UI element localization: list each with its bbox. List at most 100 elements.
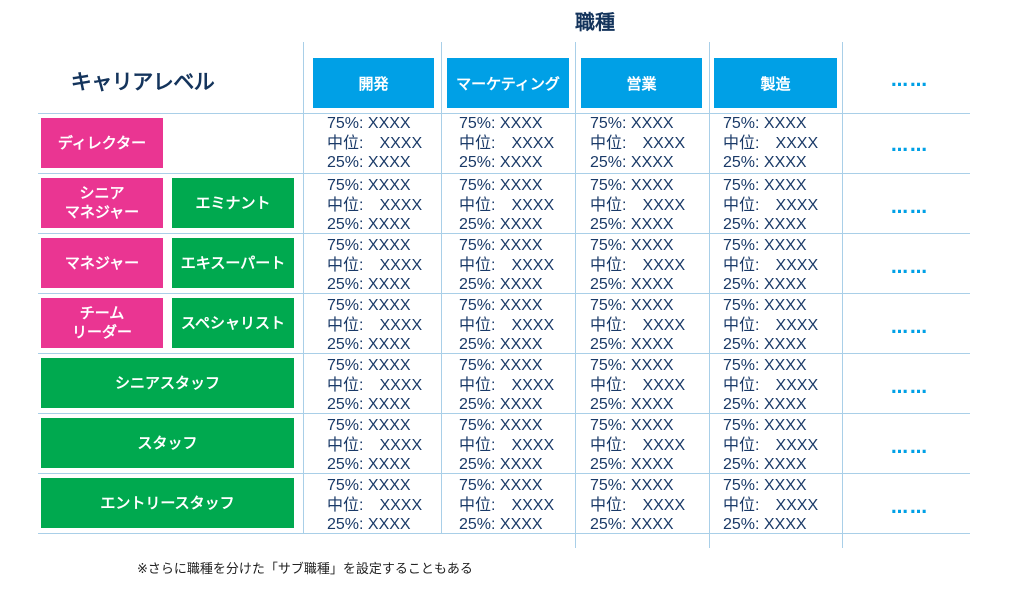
salary-median-line: 中位: XXXX [459, 134, 555, 152]
level-specialist: スペシャリスト [172, 298, 294, 348]
salary-p75-line: 75%: XXXX [459, 417, 543, 434]
grid-line-horizontal [38, 113, 970, 114]
salary-cell-manufacturing: 75%: XXXX 中位: XXXX 25%: XXXX [723, 416, 851, 475]
salary-p25-line: 25%: XXXX [327, 336, 411, 353]
salary-median-line: 中位: XXXX [459, 376, 555, 394]
salary-cell-sales: 75%: XXXX 中位: XXXX 25%: XXXX [590, 114, 718, 173]
salary-p25-line: 25%: XXXX [459, 276, 543, 293]
column-header-development: 開発 [313, 58, 434, 108]
salary-cell-sales: 75%: XXXX 中位: XXXX 25%: XXXX [590, 356, 718, 415]
salary-p25-line: 25%: XXXX [723, 516, 807, 533]
salary-p75-line: 75%: XXXX [459, 177, 543, 194]
salary-p75-line: 75%: XXXX [327, 177, 411, 194]
level-expert: エキスーパート [172, 238, 294, 288]
salary-cell-manufacturing: 75%: XXXX 中位: XXXX 25%: XXXX [723, 114, 851, 173]
salary-p25-line: 25%: XXXX [459, 154, 543, 171]
salary-cell-sales: 75%: XXXX 中位: XXXX 25%: XXXX [590, 476, 718, 535]
salary-median-line: 中位: XXXX [459, 256, 555, 274]
salary-p75-line: 75%: XXXX [723, 237, 807, 254]
salary-p75-line: 75%: XXXX [459, 477, 543, 494]
salary-p25-line: 25%: XXXX [590, 396, 674, 413]
salary-median-line: 中位: XXXX [723, 496, 819, 514]
salary-cell-sales: 75%: XXXX 中位: XXXX 25%: XXXX [590, 296, 718, 355]
salary-p75-line: 75%: XXXX [327, 115, 411, 132]
salary-median-line: 中位: XXXX [459, 496, 555, 514]
salary-p75-line: 75%: XXXX [590, 237, 674, 254]
salary-median-line: 中位: XXXX [590, 196, 686, 214]
salary-median-line: 中位: XXXX [723, 376, 819, 394]
level-director: ディレクター [41, 118, 163, 168]
salary-p75-line: 75%: XXXX [327, 417, 411, 434]
row-more-indicator: …… [891, 438, 929, 458]
salary-cell-development: 75%: XXXX 中位: XXXX 25%: XXXX [327, 236, 455, 295]
footnote: ※さらに職種を分けた「サブ職種」を設定することもある [137, 562, 473, 577]
grid-line-horizontal [38, 353, 970, 354]
salary-cell-development: 75%: XXXX 中位: XXXX 25%: XXXX [327, 476, 455, 535]
level-manager: マネジャー [41, 238, 163, 288]
salary-p75-line: 75%: XXXX [723, 115, 807, 132]
salary-p75-line: 75%: XXXX [459, 115, 543, 132]
level-eminent: エミナント [172, 178, 294, 228]
salary-median-line: 中位: XXXX [327, 496, 423, 514]
level-senior-manager: シニア マネジャー [41, 178, 163, 228]
grid-line-vertical [842, 42, 843, 548]
level-entry-staff: エントリースタッフ [41, 478, 294, 528]
salary-p75-line: 75%: XXXX [723, 297, 807, 314]
salary-median-line: 中位: XXXX [723, 256, 819, 274]
job-type-title: 職種 [575, 10, 615, 34]
salary-p25-line: 25%: XXXX [723, 276, 807, 293]
salary-median-line: 中位: XXXX [327, 196, 423, 214]
salary-p25-line: 25%: XXXX [459, 336, 543, 353]
salary-p25-line: 25%: XXXX [327, 216, 411, 233]
salary-median-line: 中位: XXXX [590, 256, 686, 274]
row-more-indicator: …… [891, 136, 929, 156]
salary-cell-marketing: 75%: XXXX 中位: XXXX 25%: XXXX [459, 356, 587, 415]
grid-line-vertical [441, 42, 442, 534]
grid-line-vertical [303, 42, 304, 534]
salary-cell-development: 75%: XXXX 中位: XXXX 25%: XXXX [327, 296, 455, 355]
salary-cell-manufacturing: 75%: XXXX 中位: XXXX 25%: XXXX [723, 356, 851, 415]
salary-p25-line: 25%: XXXX [327, 396, 411, 413]
salary-cell-development: 75%: XXXX 中位: XXXX 25%: XXXX [327, 416, 455, 475]
salary-cell-sales: 75%: XXXX 中位: XXXX 25%: XXXX [590, 236, 718, 295]
salary-cell-marketing: 75%: XXXX 中位: XXXX 25%: XXXX [459, 476, 587, 535]
salary-median-line: 中位: XXXX [590, 134, 686, 152]
salary-cell-manufacturing: 75%: XXXX 中位: XXXX 25%: XXXX [723, 476, 851, 535]
salary-p25-line: 25%: XXXX [590, 516, 674, 533]
grid-line-vertical [709, 42, 710, 548]
column-header-marketing: マーケティング [447, 58, 569, 108]
salary-median-line: 中位: XXXX [327, 436, 423, 454]
salary-cell-development: 75%: XXXX 中位: XXXX 25%: XXXX [327, 176, 455, 235]
salary-median-line: 中位: XXXX [327, 316, 423, 334]
salary-cell-manufacturing: 75%: XXXX 中位: XXXX 25%: XXXX [723, 176, 851, 235]
salary-p75-line: 75%: XXXX [590, 357, 674, 374]
salary-p25-line: 25%: XXXX [327, 456, 411, 473]
salary-p25-line: 25%: XXXX [327, 154, 411, 171]
salary-p75-line: 75%: XXXX [327, 357, 411, 374]
salary-p25-line: 25%: XXXX [327, 276, 411, 293]
level-team-leader: チーム リーダー [41, 298, 163, 348]
salary-cell-development: 75%: XXXX 中位: XXXX 25%: XXXX [327, 114, 455, 173]
salary-cell-manufacturing: 75%: XXXX 中位: XXXX 25%: XXXX [723, 296, 851, 355]
row-more-indicator: …… [891, 258, 929, 278]
column-header-sales: 営業 [581, 58, 702, 108]
salary-median-line: 中位: XXXX [723, 436, 819, 454]
salary-median-line: 中位: XXXX [590, 496, 686, 514]
salary-median-line: 中位: XXXX [590, 436, 686, 454]
salary-median-line: 中位: XXXX [723, 196, 819, 214]
salary-p75-line: 75%: XXXX [723, 477, 807, 494]
salary-p25-line: 25%: XXXX [590, 154, 674, 171]
salary-p75-line: 75%: XXXX [723, 177, 807, 194]
salary-p25-line: 25%: XXXX [327, 516, 411, 533]
level-staff: スタッフ [41, 418, 294, 468]
salary-cell-sales: 75%: XXXX 中位: XXXX 25%: XXXX [590, 416, 718, 475]
salary-p25-line: 25%: XXXX [459, 216, 543, 233]
column-header-more: …… [891, 71, 929, 91]
salary-cell-sales: 75%: XXXX 中位: XXXX 25%: XXXX [590, 176, 718, 235]
grid-line-horizontal [38, 233, 970, 234]
salary-median-line: 中位: XXXX [459, 196, 555, 214]
level-senior-staff: シニアスタッフ [41, 358, 294, 408]
salary-p75-line: 75%: XXXX [723, 417, 807, 434]
row-more-indicator: …… [891, 198, 929, 218]
salary-p75-line: 75%: XXXX [723, 357, 807, 374]
